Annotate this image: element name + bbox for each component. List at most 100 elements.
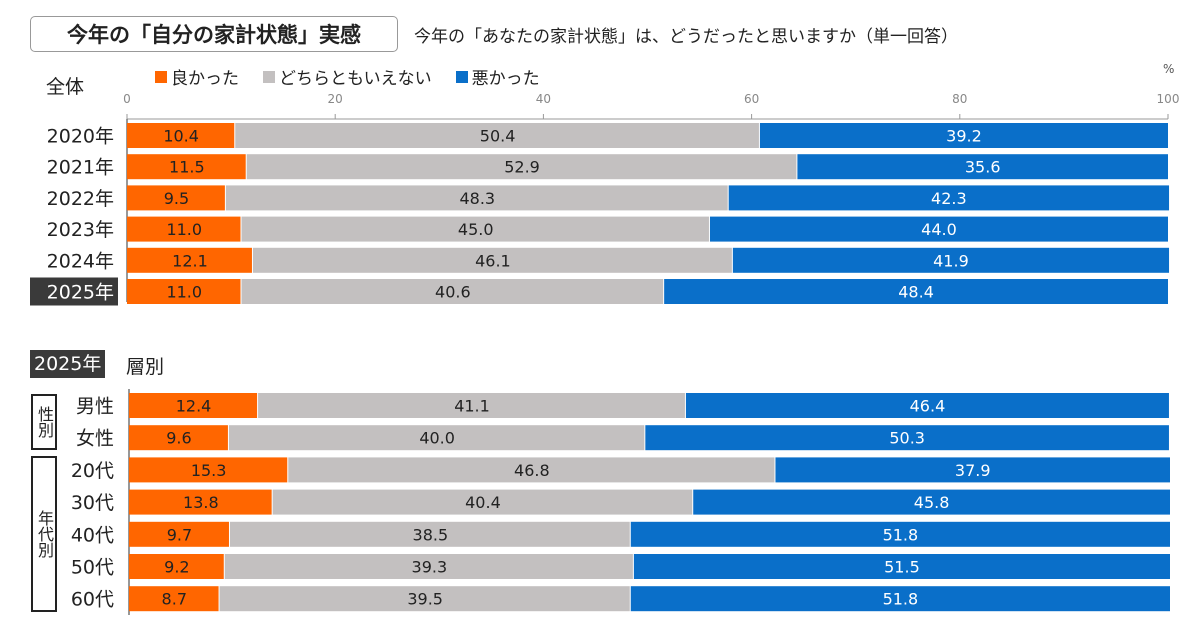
data-label-neutral: 48.3: [459, 189, 495, 208]
breakdown-year-label: 2025年: [30, 350, 106, 378]
overall-label: 全体: [46, 76, 85, 98]
chart-subtitle: 今年の「あなたの家計状態」は、どうだったと思いますか（単一回答）: [414, 27, 958, 47]
x-tick-label: 40: [536, 92, 551, 106]
bar-neutral: [219, 586, 630, 612]
data-label-good: 10.4: [163, 127, 199, 146]
data-label-good: 11.0: [166, 283, 202, 302]
bar-bad: [630, 521, 1170, 547]
data-label-good: 9.5: [164, 189, 189, 208]
bar-good: [127, 154, 246, 180]
bar-good: [129, 586, 219, 612]
data-label-neutral: 52.9: [504, 158, 540, 177]
bar-good: [129, 393, 258, 418]
x-tick-label: 80: [952, 92, 967, 106]
legend-swatch-neutral: [263, 70, 275, 83]
bar-neutral: [272, 489, 693, 515]
data-label-bad: 44.0: [921, 220, 957, 239]
x-tick-label: 20: [328, 92, 343, 106]
bar-neutral: [225, 185, 728, 211]
data-label-neutral: 40.0: [419, 429, 455, 448]
category-label: 50代: [71, 557, 114, 579]
data-label-bad: 35.6: [965, 158, 1001, 177]
bar-bad: [633, 554, 1170, 579]
data-label-bad: 37.9: [955, 461, 991, 480]
bar-good: [129, 554, 224, 579]
data-label-neutral: 40.4: [465, 493, 501, 512]
bar-bad: [775, 457, 1170, 483]
data-label-good: 12.1: [172, 251, 208, 270]
data-label-neutral: 40.6: [435, 283, 471, 302]
category-label: 2024年: [47, 250, 114, 272]
age-group-box: 年代別: [31, 456, 57, 612]
legend-swatch-bad: [455, 70, 468, 83]
category-label: 2023年: [47, 219, 114, 241]
data-label-neutral: 39.3: [412, 558, 448, 577]
bar-neutral: [246, 154, 797, 180]
legend-item-neutral: どちらともいえない: [263, 64, 432, 89]
data-label-bad: 50.3: [889, 429, 925, 448]
category-label: 女性: [76, 428, 114, 450]
x-tick-label: 60: [744, 92, 759, 106]
category-label: 30代: [71, 492, 114, 514]
bar-good: [129, 489, 272, 515]
data-label-bad: 46.4: [910, 397, 946, 416]
data-label-good: 8.7: [162, 590, 187, 609]
bar-bad: [664, 279, 1168, 304]
data-label-bad: 51.8: [883, 525, 919, 544]
data-label-bad: 48.4: [898, 283, 934, 302]
bar-neutral: [224, 554, 633, 579]
data-label-neutral: 46.1: [475, 251, 511, 270]
bar-good: [127, 247, 252, 273]
legend-item-bad: 悪かった: [455, 64, 540, 89]
bar-bad: [759, 123, 1168, 148]
legend-item-good: 良かった: [155, 64, 239, 89]
data-label-good: 9.7: [167, 525, 192, 544]
bar-bad: [732, 247, 1170, 273]
category-label: 60代: [71, 589, 114, 611]
gender-group-label: 性別: [35, 406, 54, 438]
data-label-neutral: 41.1: [454, 397, 490, 416]
bar-bad: [645, 425, 1169, 451]
data-label-good: 11.0: [166, 220, 202, 239]
bar-good: [127, 185, 225, 211]
legend-label-bad: 悪かった: [471, 69, 540, 89]
legend-label-neutral: どちらともいえない: [279, 69, 432, 89]
category-highlight: [30, 277, 118, 306]
data-label-good: 9.6: [166, 429, 191, 448]
category-label: 2021年: [47, 157, 114, 179]
category-label: 2022年: [47, 188, 114, 210]
category-label: 20代: [71, 460, 114, 482]
data-label-bad: 45.8: [914, 493, 950, 512]
bar-bad: [797, 154, 1168, 180]
legend-label-good: 良かった: [171, 69, 239, 89]
category-label: 男性: [76, 396, 114, 418]
age-group-label: 年代別: [35, 510, 54, 558]
bar-bad: [728, 185, 1170, 211]
bar-neutral: [241, 279, 664, 304]
category-label: 2025年: [47, 282, 114, 304]
x-tick-label: 100: [1157, 92, 1180, 106]
data-label-neutral: 50.4: [480, 127, 516, 146]
bar-good: [127, 216, 241, 242]
bar-neutral: [235, 123, 759, 148]
bar-bad: [630, 586, 1170, 612]
bar-neutral: [252, 247, 732, 273]
bar-good: [127, 123, 235, 148]
data-label-good: 13.8: [183, 493, 219, 512]
bar-bad: [693, 489, 1170, 515]
legend-swatch-good: [155, 70, 167, 83]
data-label-good: 9.2: [164, 558, 189, 577]
bar-neutral: [241, 216, 709, 242]
x-tick-label: 0: [123, 92, 131, 106]
data-label-bad: 39.2: [946, 127, 982, 146]
data-label-good: 11.5: [169, 158, 205, 177]
bar-neutral: [258, 393, 685, 418]
data-label-neutral: 38.5: [413, 525, 449, 544]
data-label-bad: 41.9: [933, 251, 969, 270]
bar-good: [129, 457, 288, 483]
category-label: 2020年: [47, 126, 114, 148]
legend: 良かった どちらともいえない 悪かった: [155, 64, 540, 89]
gender-group-box: 性別: [31, 394, 57, 450]
data-label-neutral: 46.8: [514, 461, 550, 480]
data-label-good: 15.3: [191, 461, 227, 480]
